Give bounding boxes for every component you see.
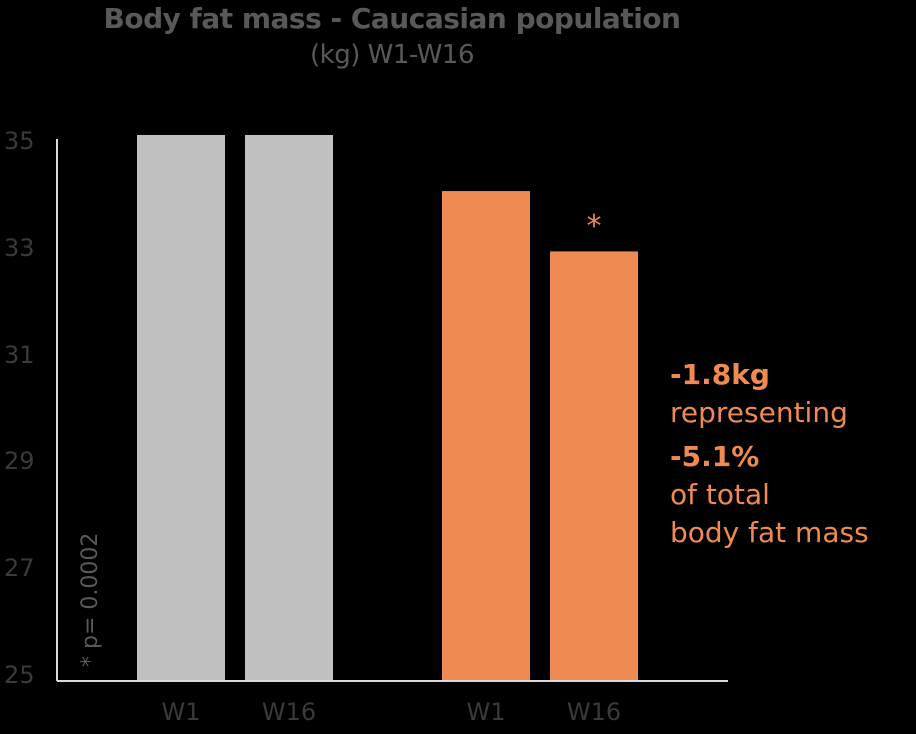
- y-tick-label: 35: [4, 127, 35, 155]
- chart-subtitle: (kg) W1-W16: [310, 40, 474, 70]
- bar-group2-w1: [442, 191, 530, 680]
- y-tick-label: 29: [4, 447, 35, 476]
- y-tick-label: 33: [4, 233, 35, 262]
- annotation-line-5: body fat mass: [670, 516, 869, 549]
- x-tick-label: W1: [161, 698, 201, 726]
- x-tick-label: W16: [566, 698, 622, 726]
- reduction-annotation: -1.8kg representing -5.1% of total body …: [670, 356, 869, 552]
- annotation-line-4: of total: [670, 478, 770, 511]
- significance-marker: *: [586, 209, 602, 245]
- y-tick-label: 25: [4, 661, 35, 689]
- bar-group2-w16: [550, 251, 638, 681]
- y-tick-label: 27: [4, 554, 35, 583]
- annotation-line-3: -5.1%: [670, 440, 760, 473]
- annotation-line-1: -1.8kg: [670, 358, 770, 391]
- chart-title: Body fat mass - Caucasian population: [103, 2, 681, 35]
- annotation-line-2: representing: [670, 396, 848, 429]
- x-tick-label: W16: [261, 698, 317, 726]
- p-value-note: * p= 0.0002: [78, 532, 103, 667]
- y-tick-label: 31: [4, 340, 35, 369]
- bar-group1-w16: [245, 134, 333, 681]
- x-tick-label: W1: [466, 698, 506, 726]
- bar-group1-w1: [137, 134, 225, 681]
